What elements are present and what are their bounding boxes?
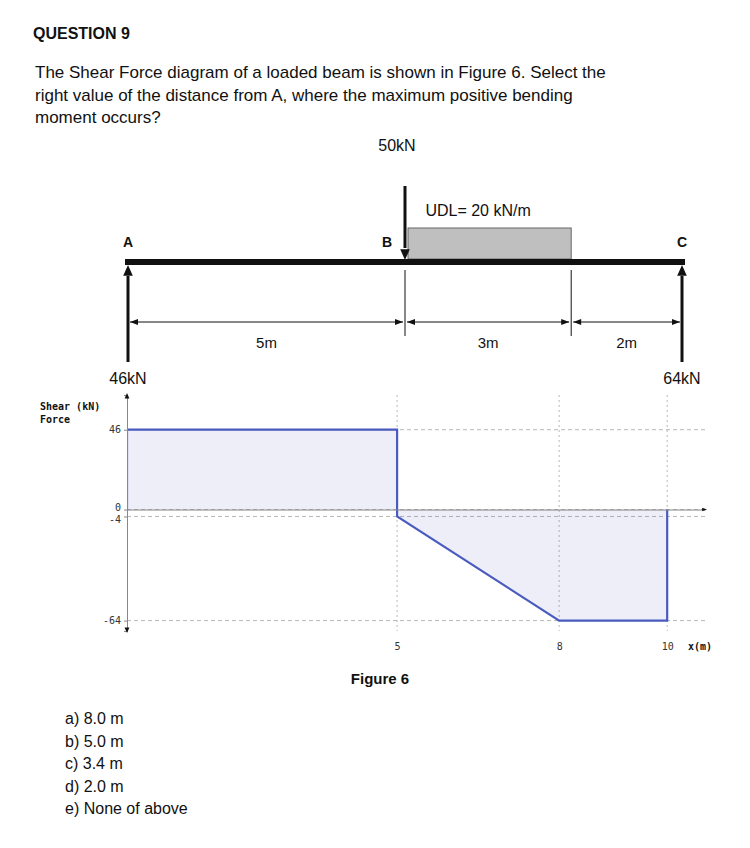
question-title: QUESTION 9 [33, 25, 130, 42]
arrow-head [407, 319, 415, 325]
arrow-head [400, 249, 410, 260]
point-label: A [123, 234, 133, 250]
point-label: B [382, 234, 392, 250]
y-axis-title: Shear (kN) [40, 401, 100, 412]
x-tick: 5 [395, 510, 401, 653]
reaction-arrow [127, 276, 130, 362]
reaction-label: 64kN [663, 370, 700, 387]
answer-option: c) 3.4 m [65, 755, 123, 772]
span-label: 3m [478, 334, 499, 351]
page: QUESTION 9 The Shear Force diagram of a l… [0, 0, 750, 848]
arrow-head [130, 319, 138, 325]
answer-option: e) None of above [65, 800, 188, 817]
reaction-arrow [681, 276, 684, 362]
x-tick-label: 8 [557, 641, 563, 652]
load-label: 50kN [378, 137, 415, 154]
shear-force-chart: 46 0-4 -64 5 8 10 Shear (kN) Force x(m) [40, 393, 712, 652]
arrow-head [573, 319, 581, 325]
answer-option: b) 5.0 m [65, 733, 124, 750]
shear-area [127, 430, 667, 621]
udl-block [408, 228, 571, 259]
arrow-head [702, 508, 707, 512]
y-axis-title: Force [40, 414, 70, 425]
arrow-head [125, 393, 130, 398]
load-arrow [404, 186, 407, 248]
x-axis: 5 8 10 [128, 510, 706, 653]
x-tick-label: 5 [395, 641, 401, 652]
answer-option: d) 2.0 m [65, 778, 124, 795]
y-tick: 46 [109, 424, 127, 435]
question-text: right value of the distance from A, wher… [35, 86, 573, 105]
y-tick-label: 0 [115, 502, 121, 513]
figure-caption: Figure 6 [351, 670, 409, 687]
y-tick-mark [124, 510, 127, 511]
reaction-label: 46kN [109, 370, 146, 387]
arrow-head [123, 265, 133, 276]
dimension-line [573, 322, 680, 323]
y-axis: 46 0-4 -64 [103, 396, 128, 632]
question-text: moment occurs? [35, 108, 161, 127]
y-tick-mark [124, 516, 127, 517]
question-text: The Shear Force diagram of a loaded beam… [35, 63, 606, 82]
extension-line [405, 270, 406, 336]
y-tick-mark [124, 621, 127, 622]
beam-diagram: UDL= 20 kN/m 50kN A B C 46kN 64kN 5m 3m 2m [109, 137, 700, 387]
x-tick-label: 10 [662, 641, 674, 652]
arrow-head [672, 319, 680, 325]
x-axis-line [128, 510, 706, 511]
span-label: 5m [256, 334, 277, 351]
y-tick: -64 [103, 615, 127, 626]
plot-area [127, 430, 667, 621]
arrow-head [561, 319, 569, 325]
x-tick: 8 [557, 510, 563, 653]
x-axis-title: x(m) [688, 641, 712, 652]
dimension-line [407, 322, 569, 323]
arrow-head [125, 628, 130, 633]
y-tick: -4 [109, 514, 127, 525]
dimension-line [130, 322, 403, 323]
x-tick: 10 [662, 510, 674, 653]
udl-label: UDL= 20 kN/m [425, 202, 530, 219]
point-label: C [677, 234, 687, 250]
arrow-head [677, 265, 687, 276]
arrow-head [395, 319, 403, 325]
shear-line [127, 430, 667, 621]
y-axis-line [124, 396, 128, 632]
y-tick-label: -4 [109, 514, 121, 525]
answer-option: a) 8.0 m [65, 710, 124, 727]
y-tick-mark [124, 430, 127, 431]
y-tick: 0 [115, 502, 127, 513]
span-label: 2m [616, 334, 637, 351]
y-tick-label: 46 [109, 424, 121, 435]
y-tick-label: -64 [103, 615, 121, 626]
grid [127, 395, 705, 631]
extension-line [571, 270, 572, 336]
